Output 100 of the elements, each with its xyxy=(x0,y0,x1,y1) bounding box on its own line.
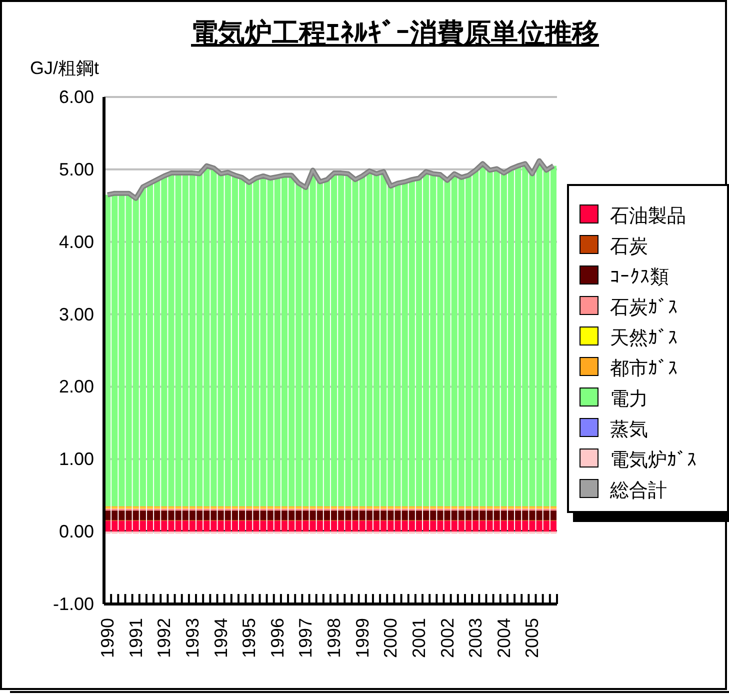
bar xyxy=(352,180,358,506)
bar xyxy=(246,508,252,511)
bar xyxy=(274,176,280,506)
bar xyxy=(232,175,238,506)
chart-title: 電気炉工程ｴﾈﾙｷﾞｰ消費原単位推移 xyxy=(191,18,599,48)
y-tick-label: 3.00 xyxy=(58,304,94,324)
bar xyxy=(480,508,486,511)
bar xyxy=(430,508,436,511)
bar xyxy=(529,510,536,520)
legend-電力: 電力 xyxy=(580,388,648,410)
bar xyxy=(324,510,330,520)
bar xyxy=(472,520,479,532)
bar xyxy=(288,510,295,520)
bar xyxy=(324,180,330,506)
bar xyxy=(437,520,444,532)
legend-石炭: 石炭 xyxy=(580,235,648,258)
bar xyxy=(338,508,344,511)
bar xyxy=(204,508,210,511)
bar xyxy=(408,510,415,520)
bar xyxy=(486,170,493,506)
bar xyxy=(112,520,118,532)
bar xyxy=(204,510,210,520)
bar xyxy=(288,520,295,532)
bar xyxy=(218,508,224,511)
x-tick-label: 2002 xyxy=(437,618,458,658)
bar xyxy=(465,508,472,511)
y-tick-label: 5.00 xyxy=(58,159,94,180)
bar xyxy=(274,508,280,511)
legend-蒸気: 蒸気 xyxy=(580,418,648,440)
bar xyxy=(522,508,528,511)
bar xyxy=(210,508,217,511)
bar xyxy=(253,508,260,511)
bar xyxy=(281,508,288,511)
bar xyxy=(352,520,358,532)
bar xyxy=(218,174,224,506)
bar xyxy=(494,508,500,511)
bar xyxy=(394,508,401,511)
bar xyxy=(458,508,464,511)
bar xyxy=(204,520,210,532)
legend-都市ｶﾞｽ: 都市ｶﾞｽ xyxy=(580,357,678,380)
bar xyxy=(126,520,132,532)
bar xyxy=(437,174,444,506)
bar xyxy=(444,180,450,506)
bar xyxy=(112,508,118,511)
bar xyxy=(500,508,507,511)
bar xyxy=(500,510,507,520)
x-tick-label: 1999 xyxy=(352,618,372,658)
bar xyxy=(324,520,330,532)
bar xyxy=(394,510,401,520)
legend-総合計: 総合計 xyxy=(580,479,667,502)
bar xyxy=(458,520,464,532)
bar xyxy=(380,520,387,532)
legend-天然ｶﾞｽ: 天然ｶﾞｽ xyxy=(580,326,678,349)
bar xyxy=(146,508,154,511)
bar xyxy=(175,508,182,511)
x-tick-label: 2004 xyxy=(494,618,514,658)
bar xyxy=(161,510,168,520)
bar xyxy=(423,510,430,520)
bar xyxy=(451,520,458,532)
bar xyxy=(430,520,436,532)
bar xyxy=(182,510,188,520)
bar xyxy=(316,520,323,532)
bar xyxy=(154,180,160,506)
bar xyxy=(161,508,168,511)
legend-label: 電気炉ｶﾞｽ xyxy=(610,450,697,471)
bar xyxy=(196,520,203,532)
bar xyxy=(238,510,246,520)
bar xyxy=(480,520,486,532)
bar xyxy=(154,510,160,520)
bar xyxy=(550,510,556,520)
bar xyxy=(416,510,422,520)
bar xyxy=(224,510,231,520)
bar xyxy=(394,183,401,506)
x-tick-label: 1990 xyxy=(98,618,118,658)
bar xyxy=(260,520,266,532)
bar xyxy=(310,508,316,511)
bar xyxy=(345,508,352,511)
bar xyxy=(373,510,380,520)
bar xyxy=(161,520,168,532)
bar xyxy=(338,520,344,532)
bar xyxy=(189,520,196,532)
bar xyxy=(118,508,125,511)
bar xyxy=(281,510,288,520)
bar xyxy=(331,520,338,532)
bar xyxy=(267,508,274,511)
bar xyxy=(408,180,415,506)
bar xyxy=(168,510,174,520)
bar xyxy=(224,520,231,532)
bar xyxy=(218,520,224,532)
bar xyxy=(500,173,507,506)
bar xyxy=(196,510,203,520)
bar xyxy=(146,510,154,520)
legend-label: ｺｰｸｽ類 xyxy=(610,267,669,288)
bar xyxy=(232,508,238,511)
bar xyxy=(345,510,352,520)
bar xyxy=(373,508,380,511)
legend-石油製品: 石油製品 xyxy=(580,204,686,227)
legend-石炭ｶﾞｽ: 石炭ｶﾞｽ xyxy=(580,296,678,318)
bar xyxy=(380,508,387,511)
bar xyxy=(522,520,528,532)
